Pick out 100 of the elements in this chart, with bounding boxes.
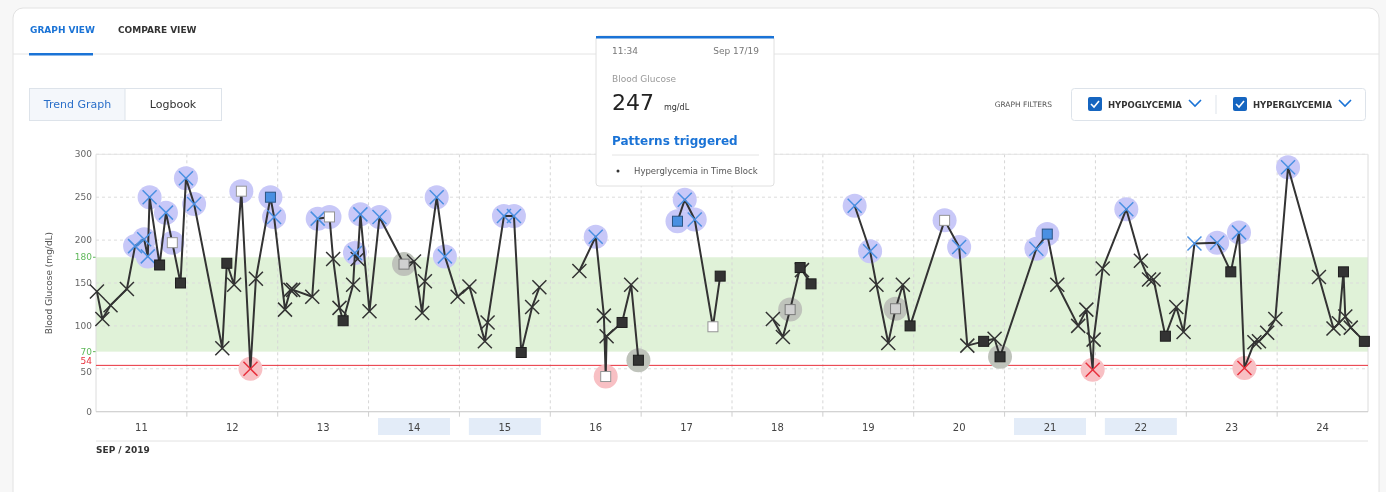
text: 11:34 <box>612 46 639 56</box>
y-tick-label: 50 <box>80 366 93 377</box>
point <box>461 278 478 295</box>
point <box>337 315 349 327</box>
point <box>616 316 628 328</box>
point <box>175 277 186 289</box>
text: HYPOGLYCEMIA <box>1108 100 1183 110</box>
point <box>477 333 493 350</box>
point <box>1337 266 1349 278</box>
y-axis-title: Blood Glucose (mg/dL) <box>44 231 54 335</box>
point <box>221 257 233 269</box>
point <box>531 279 548 296</box>
y-tick-label: 0 <box>86 406 93 417</box>
point <box>154 259 166 271</box>
point <box>598 328 615 344</box>
point <box>277 301 293 318</box>
y-tick-label: 200 <box>74 235 93 246</box>
y-tick-label: 250 <box>74 192 93 203</box>
point <box>1070 318 1086 334</box>
text: mg/dL <box>664 103 690 112</box>
text: Trend Graph <box>42 98 112 111</box>
x-tick-label: 11 <box>135 422 148 433</box>
point <box>714 270 726 282</box>
y-tick-label: 150 <box>74 278 93 288</box>
x-tick-label: 22 <box>1134 422 1148 433</box>
x-tick-label: 13 <box>316 422 330 433</box>
ref-line-label: 54 <box>80 356 93 367</box>
point <box>596 307 612 324</box>
point <box>1251 333 1267 350</box>
point <box>1331 315 1347 332</box>
point <box>1078 301 1095 318</box>
point <box>794 262 806 274</box>
point <box>1311 269 1327 285</box>
point <box>1267 311 1284 327</box>
point <box>775 329 791 345</box>
x-tick-label: 19 <box>861 422 875 433</box>
point <box>623 276 639 293</box>
point <box>1186 235 1203 252</box>
point <box>248 270 264 287</box>
text: Blood Glucose <box>612 74 677 84</box>
point <box>214 340 231 356</box>
point <box>978 335 990 347</box>
x-tick-label: 18 <box>771 422 784 433</box>
point <box>449 288 466 305</box>
point <box>1225 266 1237 278</box>
text: Sep 17/19 <box>713 46 760 56</box>
point <box>325 251 341 267</box>
point <box>1259 325 1275 341</box>
point <box>1168 299 1185 315</box>
point <box>1141 271 1157 288</box>
x-tick-label: 15 <box>498 422 512 433</box>
point <box>895 276 911 293</box>
point <box>986 331 1003 347</box>
point <box>1358 335 1370 347</box>
text: HYPERGLYCEMIA <box>1253 100 1333 110</box>
point <box>707 321 719 333</box>
text: COMPARE VIEW <box>118 25 197 35</box>
point <box>1246 334 1263 350</box>
y-tick-label: 100 <box>74 320 93 331</box>
point <box>417 273 433 290</box>
point <box>102 297 119 314</box>
point <box>1133 252 1149 269</box>
point <box>345 276 361 293</box>
text: 247 <box>612 90 654 115</box>
x-tick-label: 21 <box>1043 422 1057 433</box>
point <box>1049 276 1066 293</box>
point <box>1337 308 1354 325</box>
point <box>331 300 348 316</box>
text: Logbook <box>149 98 197 111</box>
point <box>127 238 143 254</box>
x-tick-label: 23 <box>1225 422 1239 433</box>
point <box>1175 324 1192 340</box>
point <box>571 263 588 279</box>
y-tick-label: 180 <box>74 252 93 263</box>
y-tick-label: 70 <box>80 346 93 357</box>
x-axis-title: SEP / 2019 <box>96 445 150 455</box>
x-tick-label: 20 <box>952 422 966 433</box>
point <box>226 276 242 293</box>
point <box>1145 271 1162 288</box>
point <box>119 281 135 297</box>
point <box>880 335 897 351</box>
point <box>524 299 540 315</box>
point <box>515 347 527 358</box>
point <box>868 276 885 293</box>
point <box>406 253 422 270</box>
x-tick-label: 16 <box>589 422 603 433</box>
point <box>94 311 111 327</box>
text: GRAPH VIEW <box>30 25 96 35</box>
point <box>1159 330 1171 342</box>
point <box>304 288 320 305</box>
point <box>959 337 976 354</box>
point <box>904 320 916 332</box>
point <box>805 278 817 290</box>
y-tick-label: 300 <box>74 149 93 160</box>
point <box>479 314 496 331</box>
text: Patterns triggered <box>612 134 738 148</box>
x-tick-label: 14 <box>407 422 421 433</box>
point <box>1094 260 1111 277</box>
point <box>361 303 378 320</box>
point <box>1085 331 1102 348</box>
